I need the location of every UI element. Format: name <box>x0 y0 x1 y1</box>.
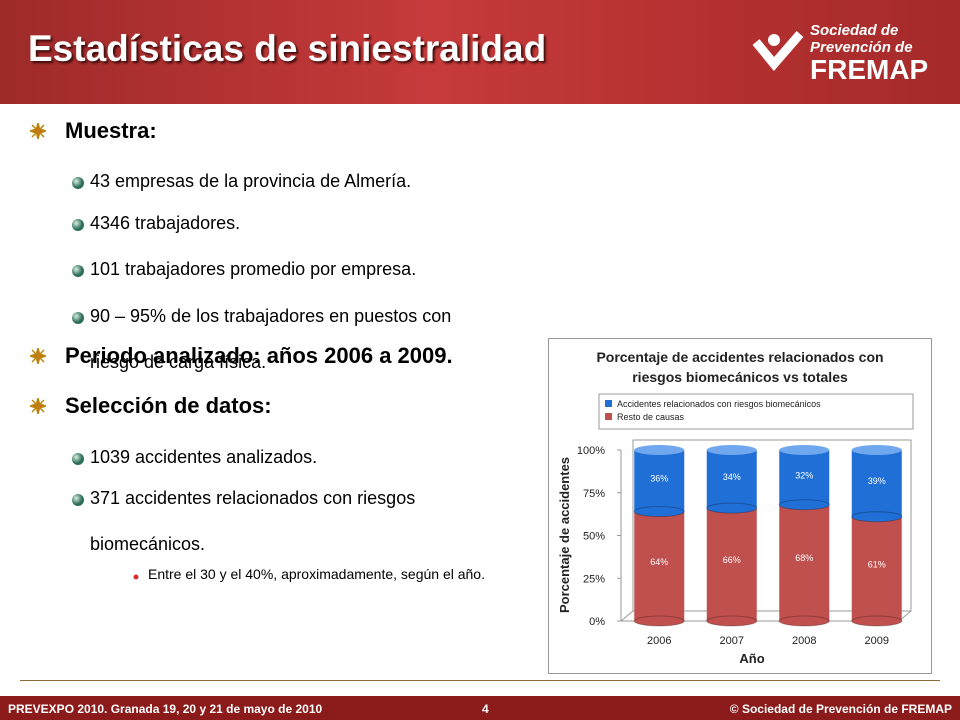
value-label: 32% <box>795 471 813 481</box>
bullet-icon <box>30 348 46 364</box>
x-tick-label: 2008 <box>792 635 816 647</box>
x-tick-label: 2007 <box>720 635 744 647</box>
bullet-icon <box>133 574 139 580</box>
bullet-text: 90 – 95% de los trabajadores en puestos … <box>90 306 452 372</box>
y-tick-label: 100% <box>577 445 605 457</box>
slide-title: Estadísticas de siniestralidad <box>28 28 547 69</box>
value-label: 66% <box>723 555 741 565</box>
y-axis-title: Porcentaje de accidentes <box>557 457 572 613</box>
bar-cap <box>778 499 830 511</box>
bar-cap <box>851 615 903 627</box>
bullet-text: Selección de datos: <box>65 393 272 418</box>
bullet-icon <box>72 219 84 231</box>
x-axis-title: Año <box>739 651 764 666</box>
bar-segment <box>851 516 902 621</box>
x-tick-label: 2006 <box>647 635 671 647</box>
footer: PREVEXPO 2010. Granada 19, 20 y 21 de ma… <box>0 696 960 720</box>
bullet-text: 101 trabajadores promedio por empresa. <box>90 259 417 279</box>
bullet-icon <box>30 398 46 414</box>
bullet-text: 43 empresas de la provincia de Almería. <box>90 171 412 191</box>
value-label: 39% <box>868 476 886 486</box>
chart-title: Porcentaje de accidentes relacionados co… <box>596 349 884 385</box>
y-tick-label: 75% <box>583 488 605 500</box>
value-label: 68% <box>795 553 813 563</box>
bar-segment <box>851 450 902 517</box>
header: Estadísticas de siniestralidad Sociedad … <box>0 0 960 104</box>
bullet-text: 371 accidentes relacionados con riesgos … <box>90 488 416 554</box>
bar-top <box>779 445 830 455</box>
value-label: 36% <box>650 474 668 484</box>
y-tick-label: 0% <box>589 616 605 628</box>
bullet-text: Periodo analizado: años 2006 a 2009. <box>65 343 453 368</box>
bullet-text: 4346 trabajadores. <box>90 213 241 233</box>
bar-cap <box>778 615 830 627</box>
bar-segment <box>706 508 757 621</box>
bullet-text: Muestra: <box>65 118 157 143</box>
bar-segment <box>706 450 757 509</box>
bar-cap <box>633 506 685 518</box>
bar-top <box>706 445 757 455</box>
bullet-icon <box>30 123 46 139</box>
bullet-text: Entre el 30 y el 40%, aproximadamente, s… <box>148 566 485 582</box>
bar-segment <box>634 511 685 621</box>
logo-mark <box>752 31 804 71</box>
bar-cap <box>706 502 758 514</box>
bar-cap <box>706 615 758 627</box>
bar-segment <box>779 450 830 505</box>
bar-cap <box>851 511 903 523</box>
legend-swatch <box>605 413 612 420</box>
bar-top <box>851 445 902 455</box>
chart: Accidentes relacionados con riesgos biom… <box>557 393 914 666</box>
bullet-icon <box>72 453 84 465</box>
value-label: 34% <box>723 472 741 482</box>
bar-cap <box>633 615 685 627</box>
legend-swatch <box>605 400 612 407</box>
bullet-icon <box>72 494 84 506</box>
legend-label: Accidentes relacionados con riesgos biom… <box>617 399 821 409</box>
bar-top <box>634 445 685 455</box>
bullet-icon <box>72 177 84 189</box>
legend-label: Resto de causas <box>617 412 685 422</box>
footer-rule <box>20 680 940 681</box>
bar-segment <box>779 504 830 621</box>
x-tick-label: 2009 <box>865 635 889 647</box>
y-tick-label: 50% <box>583 531 605 543</box>
bullet-icon <box>72 312 84 324</box>
bullet-text: 1039 accidentes analizados. <box>90 447 318 467</box>
logo-text: FREMAP <box>810 54 929 85</box>
logo-text: Sociedad de <box>810 22 899 39</box>
bullet-icon <box>72 265 84 277</box>
bar-segment <box>634 450 685 512</box>
logo-text: Prevención de <box>810 39 913 56</box>
chart-frame: Porcentaje de accidentes relacionados co… <box>548 338 932 674</box>
page-number: 4 <box>482 702 489 716</box>
legend-box <box>598 393 914 430</box>
footer-left: PREVEXPO 2010. Granada 19, 20 y 21 de ma… <box>8 702 323 716</box>
value-label: 61% <box>868 560 886 570</box>
footer-right: © Sociedad de Prevención de FREMAP <box>729 702 952 716</box>
y-tick-label: 25% <box>583 573 605 585</box>
value-label: 64% <box>650 557 668 567</box>
